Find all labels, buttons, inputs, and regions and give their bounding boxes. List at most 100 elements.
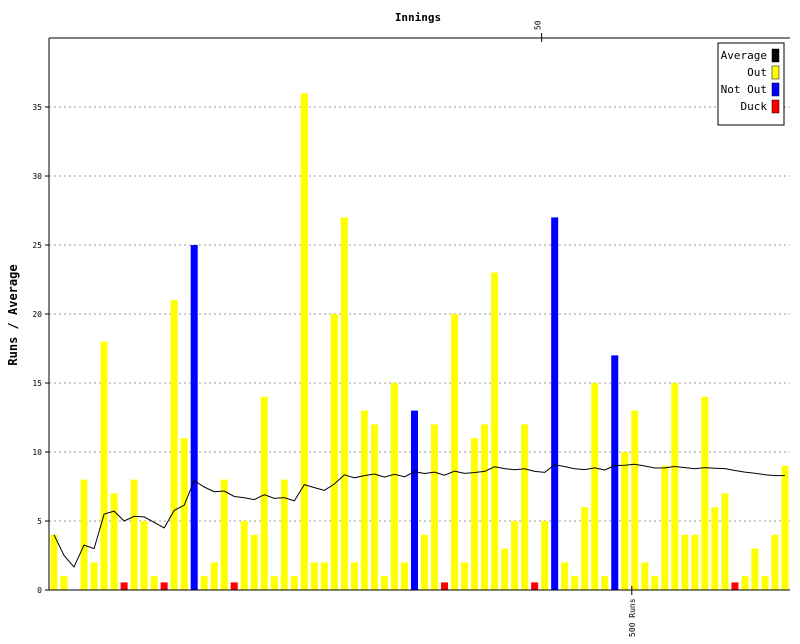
out-bar: [761, 576, 769, 590]
out-bar: [170, 300, 178, 590]
out-bar: [290, 576, 298, 590]
duck-bar: [120, 582, 128, 590]
out-bar: [220, 479, 228, 590]
y-tick-label: 30: [32, 172, 42, 181]
out-bar: [110, 493, 118, 590]
out-bar: [751, 548, 759, 590]
duck-bar: [230, 582, 238, 590]
legend-swatch: [771, 99, 780, 114]
innings-50-label: 50: [534, 20, 543, 30]
out-bar: [471, 438, 479, 590]
out-bar: [711, 507, 719, 590]
out-bar: [270, 576, 278, 590]
out-bar: [100, 341, 108, 590]
out-bar: [631, 410, 639, 590]
out-bar: [330, 314, 338, 590]
out-bar: [370, 424, 378, 590]
out-bar: [621, 452, 629, 590]
out-bar: [150, 576, 158, 590]
out-bar: [661, 465, 669, 590]
out-bar: [581, 507, 589, 590]
y-axis-label: Runs / Average: [6, 264, 20, 365]
out-bar: [501, 548, 509, 590]
out-bar: [400, 562, 408, 590]
out-bar: [681, 534, 689, 590]
out-bar: [641, 562, 649, 590]
out-bar: [571, 576, 579, 590]
y-tick-label: 35: [32, 103, 42, 112]
out-bar: [741, 576, 749, 590]
milestone-markers: 50 500 Runs: [534, 20, 637, 637]
duck-bar: [531, 582, 539, 590]
out-bar: [491, 272, 499, 590]
out-bar: [451, 314, 459, 590]
out-bar: [240, 521, 248, 590]
out-bar: [591, 383, 599, 590]
out-bar: [461, 562, 469, 590]
legend-swatch: [771, 82, 780, 97]
out-bar: [350, 562, 358, 590]
y-tick-label: 20: [32, 310, 42, 319]
out-bar: [140, 521, 148, 590]
out-bar: [200, 576, 208, 590]
not-out-bar: [611, 355, 619, 590]
runs-500-label: 500 Runs: [628, 598, 637, 637]
legend-label: Not Out: [721, 83, 767, 96]
not-out-bar: [410, 410, 418, 590]
out-bar: [431, 424, 439, 590]
legend-label: Out: [747, 66, 767, 79]
legend-swatch: [771, 65, 780, 80]
out-bar: [781, 465, 789, 590]
legend-label: Duck: [741, 100, 768, 113]
out-bar: [671, 383, 679, 590]
out-bar: [210, 562, 218, 590]
out-bar: [310, 562, 318, 590]
out-bar: [390, 383, 398, 590]
out-bar: [771, 534, 779, 590]
y-tick-label: 25: [32, 241, 42, 250]
duck-bar: [160, 582, 168, 590]
y-ticks: 0 5 10 15 20 25 30 35: [32, 103, 49, 595]
legend: Average Out Not Out Duck: [717, 42, 785, 126]
out-bar: [651, 576, 659, 590]
out-bar: [691, 534, 699, 590]
out-bar: [721, 493, 729, 590]
out-bar: [380, 576, 388, 590]
out-bar: [300, 93, 308, 590]
bars: [50, 93, 789, 590]
average-line: [53, 463, 786, 568]
out-bar: [180, 438, 188, 590]
y-tick-label: 15: [32, 379, 42, 388]
out-bar: [561, 562, 569, 590]
out-bar: [601, 576, 609, 590]
out-bar: [360, 410, 368, 590]
duck-bar: [441, 582, 449, 590]
duck-bar: [731, 582, 739, 590]
out-bar: [50, 534, 58, 590]
legend-label: Average: [721, 49, 767, 62]
legend-swatch: [771, 48, 780, 63]
out-bar: [340, 217, 348, 590]
out-bar: [481, 424, 489, 590]
average-line-group: [53, 463, 786, 568]
chart-title: Innings: [395, 11, 441, 24]
out-bar: [250, 534, 258, 590]
out-bar: [280, 479, 288, 590]
out-bar: [60, 576, 68, 590]
out-bar: [90, 562, 98, 590]
not-out-bar: [551, 217, 559, 590]
out-bar: [320, 562, 328, 590]
y-tick-label: 0: [37, 586, 42, 595]
y-tick-label: 5: [37, 517, 42, 526]
out-bar: [260, 396, 268, 590]
out-bar: [521, 424, 529, 590]
gridlines: [49, 106, 790, 522]
y-tick-label: 10: [32, 448, 42, 457]
out-bar: [130, 479, 138, 590]
out-bar: [541, 521, 549, 590]
out-bar: [511, 521, 519, 590]
out-bar: [421, 534, 429, 590]
out-bar: [701, 396, 709, 590]
